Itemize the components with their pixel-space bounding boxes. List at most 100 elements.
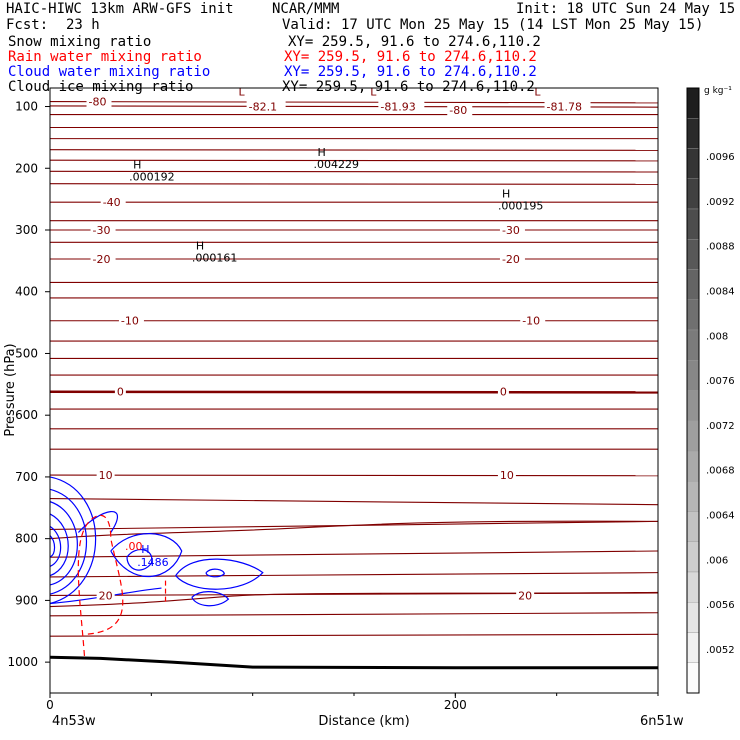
rain-water-label: .00	[125, 540, 143, 553]
colorbar-label: .0072	[706, 421, 735, 432]
cloud-water-contour	[49, 535, 56, 558]
isotherm	[49, 612, 659, 617]
isotherm-label: -40	[103, 196, 121, 209]
isotherm	[49, 474, 659, 477]
label-background	[497, 385, 509, 398]
colorbar-label: .0092	[706, 197, 735, 208]
x-axis-label: Distance (km)	[318, 714, 409, 729]
isotherm	[49, 633, 659, 637]
colorbar-step	[686, 360, 700, 391]
isotherm-label: 0	[500, 386, 507, 399]
label-background	[447, 104, 473, 117]
colorbar-label: .008	[706, 331, 728, 342]
label-background	[499, 223, 525, 236]
cloud-water-contour	[126, 549, 153, 571]
colorbar-step	[686, 148, 700, 179]
colorbar-step	[686, 299, 700, 331]
y-tick-label: 100	[15, 100, 38, 114]
colorbar-label: .0052	[706, 645, 735, 656]
extremum-value: .004229	[314, 158, 360, 171]
isotherm-label: -10	[522, 315, 540, 328]
colorbar-label: .0088	[706, 242, 735, 253]
isotherm-label: -30	[502, 224, 520, 237]
isotherm	[49, 520, 659, 540]
colorbar-step	[686, 420, 700, 452]
x-right-location: 6n51w	[640, 714, 684, 729]
label-background	[96, 469, 115, 482]
label-background	[246, 100, 286, 113]
field-snow-name: Snow mixing ratio	[8, 34, 152, 50]
high-marker: H	[318, 146, 326, 159]
isotherm	[49, 183, 659, 185]
colorbar-step	[686, 118, 700, 149]
field-cloudice-name: Cloud ice mixing ratio	[8, 79, 194, 95]
colorbar-label: .0096	[706, 152, 735, 163]
isotherm-label: 20	[99, 589, 113, 602]
colorbar-step	[686, 450, 700, 482]
init-time: Init: 18 UTC Sun 24 May 15	[516, 1, 736, 17]
label-background	[499, 253, 525, 266]
label-background	[86, 95, 112, 108]
cloud-water-max-marker: H	[141, 543, 149, 556]
colorbar-frame	[686, 87, 700, 694]
y-tick-label: 400	[15, 285, 38, 299]
colorbar-step	[686, 662, 700, 694]
forecast-label: Fcst:	[6, 17, 49, 33]
label-background	[114, 385, 126, 398]
y-tick-label: 600	[15, 408, 38, 422]
y-axis-label: Pressure (hPa)	[3, 343, 18, 436]
colorbar-units: g kg⁻¹	[704, 86, 732, 96]
isotherm-label: 20	[518, 589, 532, 602]
center-name: NCAR/MMM	[272, 1, 340, 17]
isotherm-label: -20	[502, 253, 520, 266]
extremum-value: .000195	[498, 199, 544, 212]
colorbar-step	[686, 208, 700, 240]
label-background	[96, 589, 115, 602]
field-cloudwater-xy: XY= 259.5, 91.6 to 274.6,110.2	[284, 64, 537, 80]
colorbar-label: .006	[706, 555, 728, 566]
extremum-value: .000192	[129, 170, 175, 183]
colorbar-step	[686, 178, 700, 210]
x-tick-label: 0	[46, 698, 54, 712]
low-marker: L	[534, 85, 541, 98]
isotherm-label: 0	[117, 386, 124, 399]
cloud-water-contour	[49, 513, 69, 577]
cloud-water-contour	[49, 488, 88, 595]
isotherm	[49, 149, 659, 151]
field-rain-name: Rain water mixing ratio	[8, 49, 202, 65]
label-background	[100, 196, 126, 209]
cloud-water-contour	[110, 533, 183, 578]
isotherm	[49, 390, 659, 394]
label-background	[378, 100, 425, 113]
y-tick-label: 300	[15, 223, 38, 237]
colorbar-step	[686, 541, 700, 573]
label-background	[516, 589, 535, 602]
label-background	[497, 469, 516, 482]
colorbar: .0096 .0092 .0088 .0084 .008 .0076 .0072 .0068.…	[686, 87, 735, 694]
rain-water-contours	[77, 514, 167, 657]
contour-labels: -80 -82.1 -81.93 -80 -81.78 -40 -30 -30 -20 -20 -1…	[86, 85, 591, 602]
colorbar-label: .0056	[706, 600, 735, 611]
valid-time: Valid: 17 UTC Mon 25 May 15 (14 LST Mon …	[282, 17, 704, 33]
y-tick-label: 1000	[7, 655, 38, 669]
isotherm-label: -20	[93, 253, 111, 266]
colorbar-step	[686, 481, 700, 512]
colorbar-step	[686, 632, 700, 663]
low-marker: L	[238, 85, 245, 98]
label-background	[118, 314, 144, 327]
y-tick-label: 800	[15, 532, 38, 546]
model-title: HAIC-HIWC 13km ARW-GFS init	[6, 1, 234, 17]
colorbar-label: .0076	[706, 376, 735, 387]
colorbar-label: .0064	[706, 511, 735, 522]
terrain-line	[49, 655, 658, 670]
isotherm	[49, 159, 659, 162]
cloud-water-contour	[49, 476, 96, 605]
high-marker: H	[196, 240, 204, 253]
cloud-water-contours	[49, 476, 264, 607]
x-left-location: 4n53w	[52, 714, 96, 729]
cloud-water-contour	[49, 525, 62, 567]
y-tick-label: 500	[15, 346, 38, 360]
y-tick-label: 200	[15, 161, 38, 175]
colorbar-label: .0084	[706, 286, 735, 297]
